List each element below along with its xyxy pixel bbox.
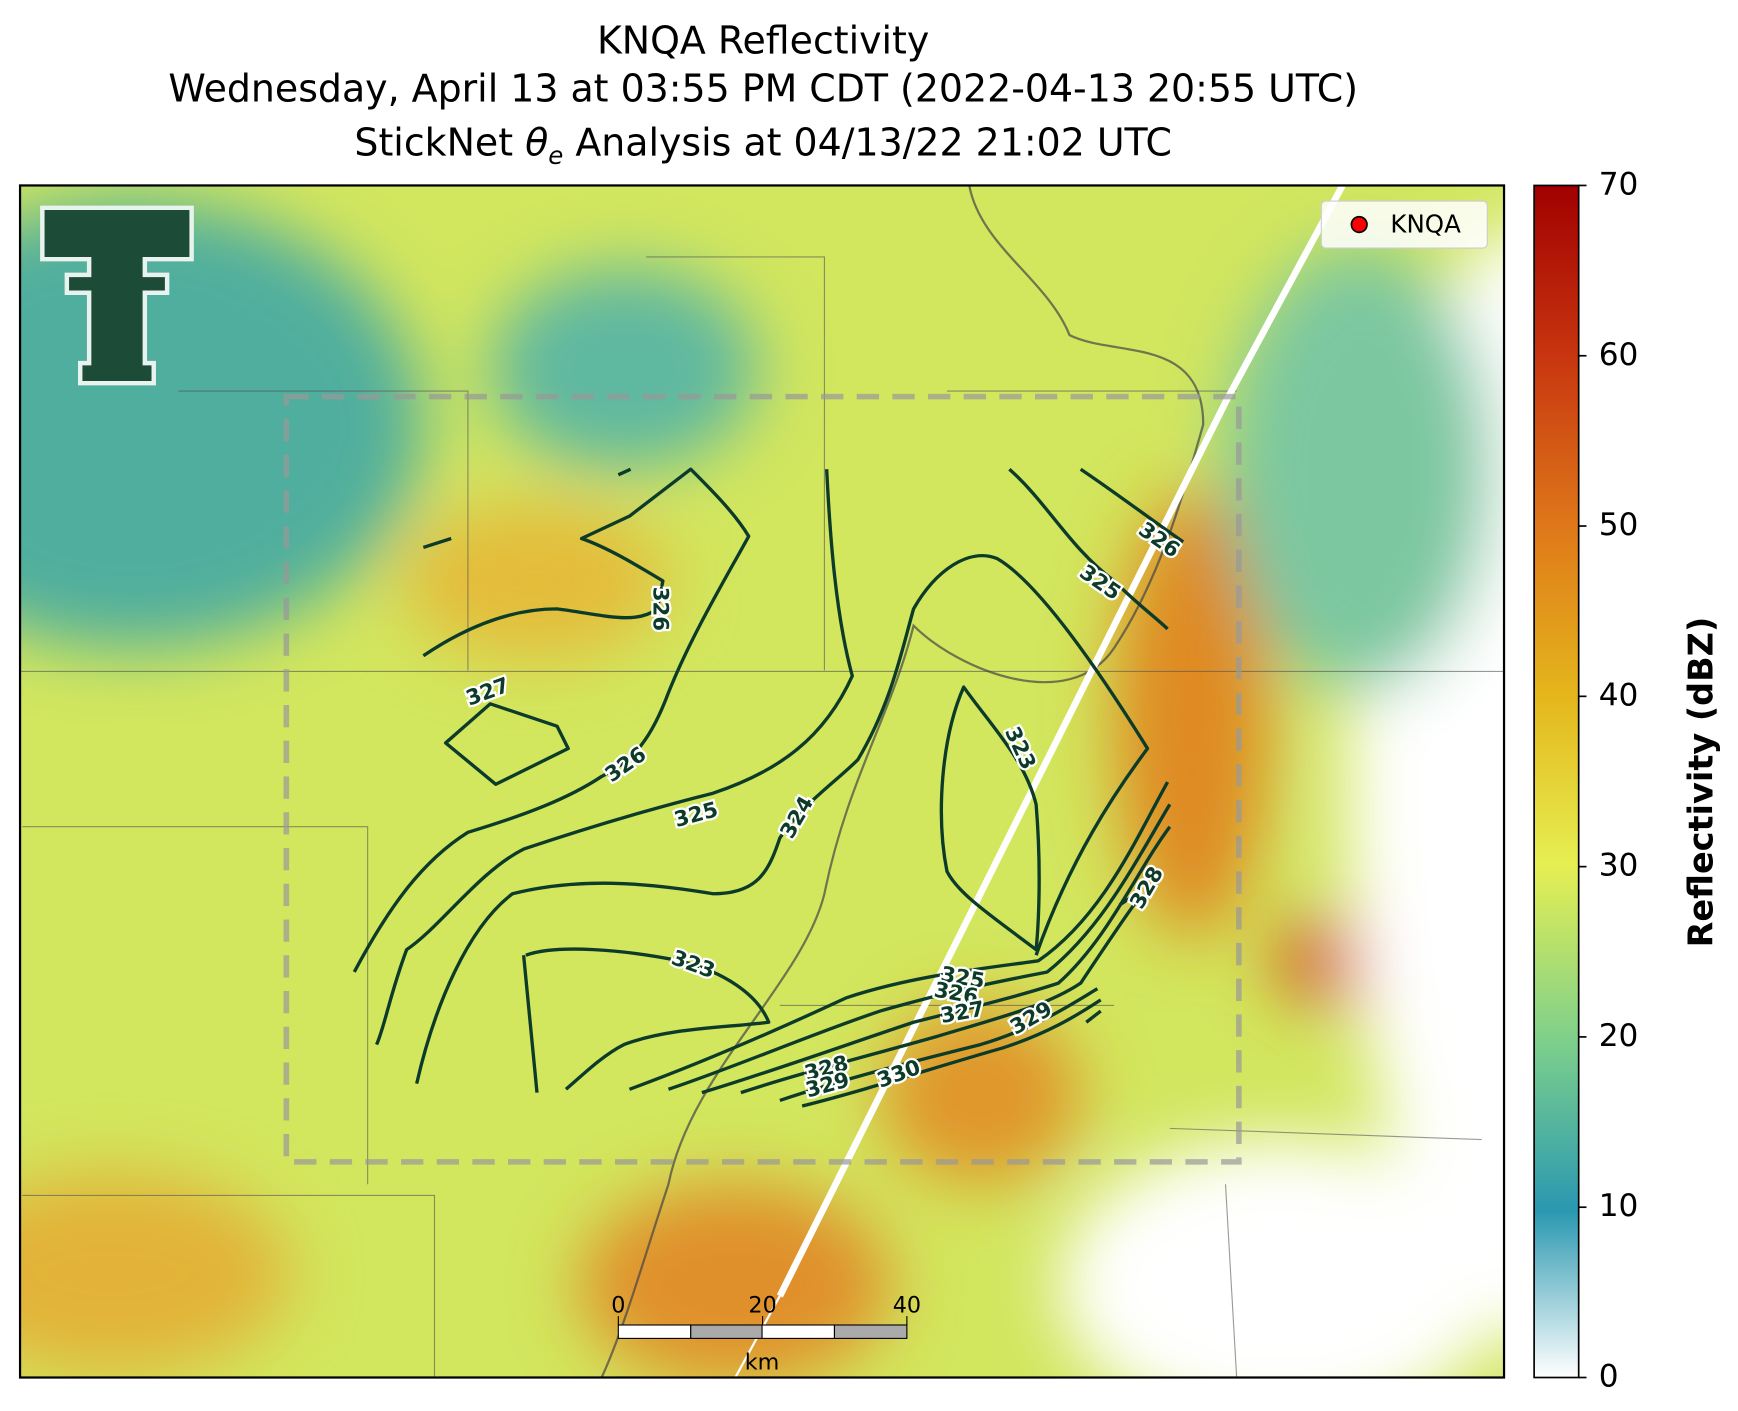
scale-tick-label: 20 [748, 1293, 776, 1319]
logo [40, 205, 194, 386]
colorbar-tick-label: 20 [1599, 1018, 1639, 1054]
colorbar [1533, 184, 1580, 1379]
contours [352, 467, 1185, 1108]
map-frame [18, 184, 1506, 1379]
colorbar-label: Reflectivity (dBZ) [1681, 617, 1720, 948]
colorbar-tick-label: 50 [1599, 507, 1639, 543]
scale-tick-label: 40 [893, 1293, 921, 1319]
colorbar-tick-label: 60 [1599, 337, 1639, 373]
colorbar-tick-label: 10 [1599, 1188, 1639, 1224]
scale-bar: km [617, 1324, 908, 1376]
figure: KNQA Reflectivity Wednesday, April 13 at… [18, 19, 1720, 1395]
contour-label: 326 [649, 587, 674, 631]
title-line: StickNet θe Analysis at 04/13/22 21:02 U… [354, 120, 1171, 170]
scale-unit: km [745, 1350, 780, 1376]
colorbar-tick-label: 40 [1599, 677, 1639, 713]
colorbar-tick-label: 70 [1599, 166, 1639, 202]
legend-label: KNQA [1390, 209, 1461, 238]
colorbar-tick-label: 30 [1599, 848, 1639, 884]
title-line: Wednesday, April 13 at 03:55 PM CDT (202… [168, 67, 1358, 111]
scale-tick-label: 0 [611, 1293, 625, 1319]
legend: KNQA [1320, 200, 1488, 249]
legend-marker [1350, 215, 1368, 234]
colorbar-tick-label: 0 [1599, 1358, 1619, 1394]
radar-map [20, 185, 1505, 1378]
title-line: KNQA Reflectivity [597, 19, 929, 63]
